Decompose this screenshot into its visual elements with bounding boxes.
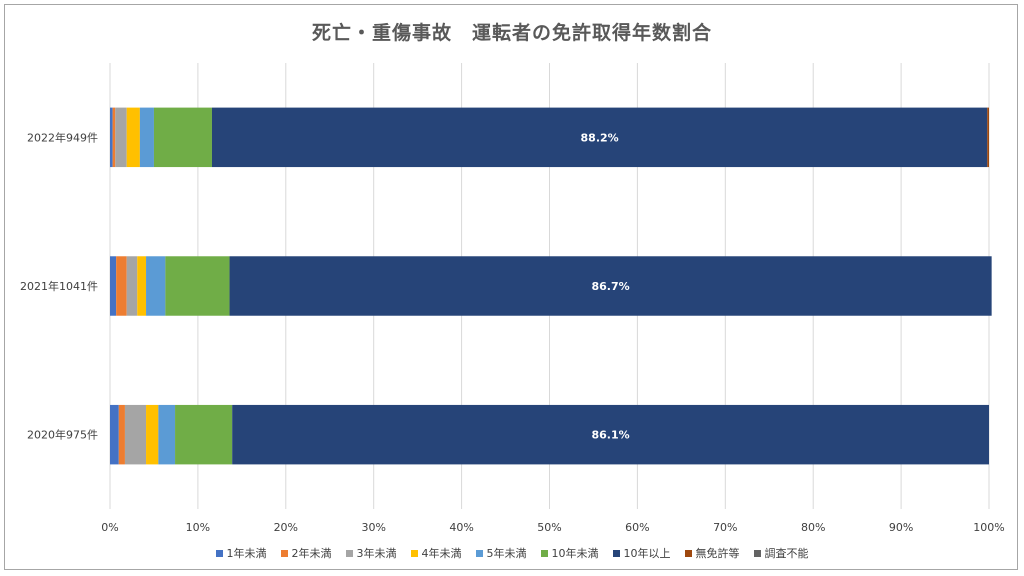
bar-segment	[987, 107, 989, 168]
bar-segment	[146, 256, 166, 316]
x-tick-label: 40%	[449, 521, 473, 534]
x-tick-label: 80%	[801, 521, 825, 534]
bar-segment	[116, 256, 127, 316]
legend-label: 調査不能	[764, 547, 809, 560]
legend-label: 3年未満	[356, 547, 397, 560]
category-label: 2020年975件	[27, 428, 98, 442]
legend-label: 5年未満	[486, 547, 527, 560]
legend-swatch	[215, 549, 223, 557]
bar-segment	[137, 256, 147, 316]
legend-swatch	[280, 549, 288, 557]
x-tick-label: 10%	[186, 521, 210, 534]
legend: 1年未満 2年未満 3年未満 4年未満 5年未満 10年未満 10年以上 無免許等 調査不能	[0, 545, 1024, 561]
bar-segment	[139, 107, 154, 168]
legend-swatch	[410, 549, 418, 557]
legend-item: 調査不能	[753, 545, 809, 561]
legend-swatch	[753, 549, 761, 557]
bar-segment	[229, 256, 992, 316]
x-tick-label: 90%	[889, 521, 913, 534]
legend-item: 5年未満	[475, 545, 527, 561]
category-label: 2022年949件	[27, 130, 98, 144]
legend-label: 4年未満	[421, 547, 462, 560]
bar-segment	[158, 404, 176, 465]
bar-segment	[146, 404, 159, 465]
data-label: 86.1%	[592, 429, 630, 442]
x-tick-label: 50%	[537, 521, 561, 534]
bar-segment	[232, 404, 989, 465]
legend-item: 4年未満	[410, 545, 462, 561]
legend-label: 1年未満	[226, 547, 267, 560]
bar-segment	[112, 107, 116, 168]
legend-swatch	[345, 549, 353, 557]
data-label: 88.2%	[581, 131, 619, 144]
bar-segment	[110, 256, 117, 316]
legend-item: 2年未満	[280, 545, 332, 561]
legend-swatch	[475, 549, 483, 557]
bar-segment	[126, 256, 138, 316]
legend-swatch	[540, 549, 548, 557]
legend-swatch	[684, 549, 692, 557]
bar-segment	[165, 256, 230, 316]
x-tick-label: 70%	[713, 521, 737, 534]
x-tick-label: 20%	[274, 521, 298, 534]
legend-label: 無免許等	[695, 547, 740, 560]
bar-segment	[110, 404, 119, 465]
x-tick-label: 0%	[101, 521, 118, 534]
x-tick-label: 100%	[973, 521, 1004, 534]
legend-item: 10年未満	[540, 545, 599, 561]
legend-item: 10年以上	[612, 545, 671, 561]
bar-segment	[110, 107, 113, 168]
category-label: 2021年1041件	[20, 279, 98, 293]
legend-swatch	[612, 549, 620, 557]
legend-item: 無免許等	[684, 545, 740, 561]
bar-segment	[175, 404, 233, 465]
data-label: 86.7%	[592, 280, 630, 293]
legend-label: 10年未満	[551, 547, 599, 560]
x-tick-label: 60%	[625, 521, 649, 534]
bar-segment	[115, 107, 127, 168]
legend-item: 1年未満	[215, 545, 267, 561]
legend-label: 10年以上	[623, 547, 671, 560]
bar-segment	[124, 404, 147, 465]
bar-segment	[126, 107, 140, 168]
legend-label: 2年未満	[291, 547, 332, 560]
x-tick-label: 30%	[361, 521, 385, 534]
bar-segment	[211, 107, 988, 168]
bar-segment	[118, 404, 125, 465]
legend-item: 3年未満	[345, 545, 397, 561]
bar-segment	[153, 107, 212, 168]
chart-title: 死亡・重傷事故 運転者の免許取得年数割合	[311, 22, 712, 44]
